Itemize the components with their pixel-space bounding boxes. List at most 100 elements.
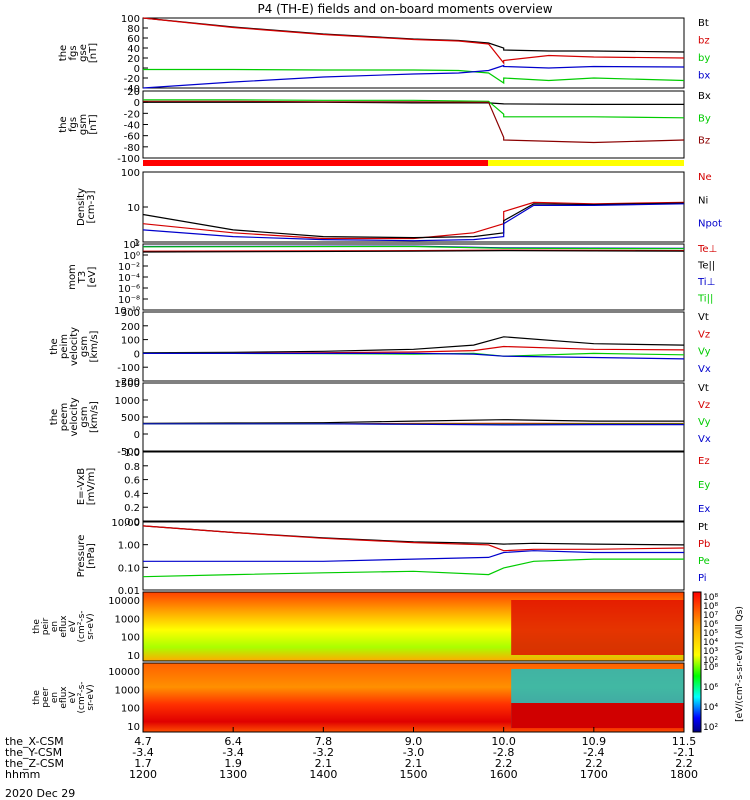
spectrogram-peer: 10000 1000 100 10 the peer en eflux eV (cm²-s-sr-… bbox=[32, 662, 685, 733]
y-label-line: eV bbox=[68, 691, 78, 704]
legend-entry: Vx bbox=[698, 434, 711, 445]
y-tick-label: 10⁻¹⁰ bbox=[114, 306, 140, 317]
y-tick-label: 10 bbox=[127, 722, 140, 733]
y-label-line: [nT] bbox=[88, 43, 99, 63]
y-label-line: fgs bbox=[68, 45, 79, 60]
colorbar-tick: 10⁸ bbox=[703, 663, 718, 673]
series-line bbox=[142, 64, 685, 89]
colorbar-tick: 10⁶ bbox=[703, 620, 718, 630]
series-line bbox=[142, 201, 685, 240]
y-tick-label: 10 bbox=[127, 203, 140, 214]
x-axis-rows: the_X-CSM 4.7 6.4 7.8 9.0 10.0 10.9 11.5 the_Y-C… bbox=[5, 727, 698, 781]
panel-peim: 300 200 100 0 -100 -200 the peim velocity gsm [km/… bbox=[49, 308, 711, 388]
x-row-value: 1800 bbox=[670, 768, 698, 781]
legend-entry: Vz bbox=[698, 329, 710, 340]
colorbar-tick: 10⁴ bbox=[703, 703, 718, 713]
y-tick-label: 10⁻⁶ bbox=[118, 284, 140, 295]
x-row-value: 10.9 bbox=[582, 735, 607, 748]
colorbar-tick: 10⁴ bbox=[703, 638, 718, 648]
x-row-value: 1700 bbox=[580, 768, 608, 781]
x-row-value: -2.1 bbox=[673, 746, 694, 759]
x-row-value: 4.7 bbox=[134, 735, 152, 748]
legend-entry: Pt bbox=[698, 522, 708, 533]
series-line bbox=[143, 550, 684, 562]
x-row-label: the_Z-CSM bbox=[5, 757, 64, 770]
spectrogram-peir: 10000 1000 100 10 the peir en eflux eV (cm²-s-sr-… bbox=[32, 591, 685, 662]
legend-entry: Pb bbox=[698, 539, 710, 550]
y-label-line: [nT] bbox=[88, 114, 99, 134]
x-row-value: 2.2 bbox=[495, 757, 513, 770]
y-tick-label: 20 bbox=[127, 87, 140, 98]
y-label-line: the bbox=[58, 116, 69, 132]
x-row-value: 1500 bbox=[400, 768, 428, 781]
y-label-line: eflux bbox=[59, 686, 69, 709]
legend-entry: Te⊥ bbox=[697, 244, 717, 255]
y-axis-label: Pressure [nPa] bbox=[76, 535, 97, 578]
y-tick-label: 100 bbox=[121, 633, 140, 644]
legend-entry: Ey bbox=[698, 480, 710, 491]
y-tick-label: -80 bbox=[124, 143, 140, 154]
x-row-value: 9.0 bbox=[405, 735, 423, 748]
y-tick-label: 300 bbox=[121, 308, 140, 319]
legend-entry: Vx bbox=[698, 364, 711, 375]
x-row-value: 2.2 bbox=[585, 757, 603, 770]
y-axis-label: the fgs gsm [nT] bbox=[58, 114, 99, 135]
y-label-line: [km/s] bbox=[89, 330, 100, 362]
x-row-value: 1.7 bbox=[134, 757, 152, 770]
y-tick-label: 1 bbox=[134, 238, 140, 249]
y-label-line: mom bbox=[67, 264, 78, 290]
spectrogram-block-low bbox=[511, 703, 684, 728]
legend-entry: Pe bbox=[698, 556, 710, 567]
y-tick-label: 20 bbox=[127, 54, 140, 65]
y-tick-label: 100 bbox=[121, 336, 140, 347]
y-tick-label: 1000 bbox=[115, 396, 140, 407]
y-tick-label: -200 bbox=[117, 377, 140, 388]
x-row-value: 2.2 bbox=[675, 757, 693, 770]
y-axis-label: E=-VxB [mV/m] bbox=[76, 468, 97, 506]
y-tick-label: 1.00 bbox=[118, 541, 140, 552]
series-line bbox=[142, 249, 685, 253]
legend-entry: Vt bbox=[698, 312, 709, 323]
y-label-line: E=-VxB bbox=[76, 468, 87, 505]
y-label-line: sr-eV) bbox=[86, 684, 96, 710]
legend-entry: Ti|| bbox=[697, 294, 713, 305]
y-label-line: [nPa] bbox=[86, 543, 97, 569]
y-axis-label: the peer en eflux eV (cm²-s-sr-eV) bbox=[32, 681, 96, 713]
legend-entry: Vy bbox=[698, 417, 711, 428]
legend-entry: Vt bbox=[698, 383, 709, 394]
legend-entry: Npot bbox=[698, 219, 722, 230]
y-label-line: the bbox=[49, 338, 60, 354]
y-tick-label: 10⁰ bbox=[123, 251, 140, 262]
x-row-value: 11.5 bbox=[672, 735, 697, 748]
colorbar-tick: 10⁷ bbox=[703, 611, 718, 621]
y-tick-label: 0.2 bbox=[124, 503, 140, 514]
y-tick-label: -500 bbox=[117, 447, 140, 458]
y-label-line: velocity bbox=[69, 327, 80, 366]
x-row-value: -2.4 bbox=[583, 746, 604, 759]
y-axis-label: Density [cm-3] bbox=[76, 188, 97, 226]
y-label-line: velocity bbox=[69, 397, 80, 436]
state-bar-red bbox=[143, 160, 488, 166]
y-label-line: en bbox=[50, 621, 60, 632]
y-tick-label: 10² bbox=[123, 240, 140, 251]
y-tick-label: 200 bbox=[121, 322, 140, 333]
y-tick-label: 60 bbox=[127, 34, 140, 45]
y-tick-label: -60 bbox=[124, 132, 140, 143]
panel-pressure: 10.00 1.00 0.10 0.01 Pressure [nPa] Pt Pb Pe Pi bbox=[76, 518, 710, 597]
x-row-value: 2.1 bbox=[315, 757, 333, 770]
chart-title: P4 (TH-E) fields and on-board moments ov… bbox=[257, 2, 552, 16]
y-label-line: T3 bbox=[77, 271, 88, 284]
x-row-label: hhmm bbox=[5, 768, 40, 781]
panel-frame bbox=[142, 243, 685, 311]
y-tick-label: 10000 bbox=[108, 596, 140, 607]
series-line bbox=[143, 99, 685, 119]
y-axis-label: mom T3 [eV] bbox=[67, 264, 98, 290]
panel-density: 100 10 1 Density [cm-3] Ne Ni Npot bbox=[76, 168, 722, 249]
series-line bbox=[142, 336, 685, 354]
series-line bbox=[142, 203, 685, 242]
y-tick-label: 100 bbox=[121, 704, 140, 715]
y-tick-label: 0.8 bbox=[124, 462, 140, 473]
legend-entry: Bx bbox=[698, 91, 711, 102]
y-tick-label: 100 bbox=[121, 168, 140, 179]
